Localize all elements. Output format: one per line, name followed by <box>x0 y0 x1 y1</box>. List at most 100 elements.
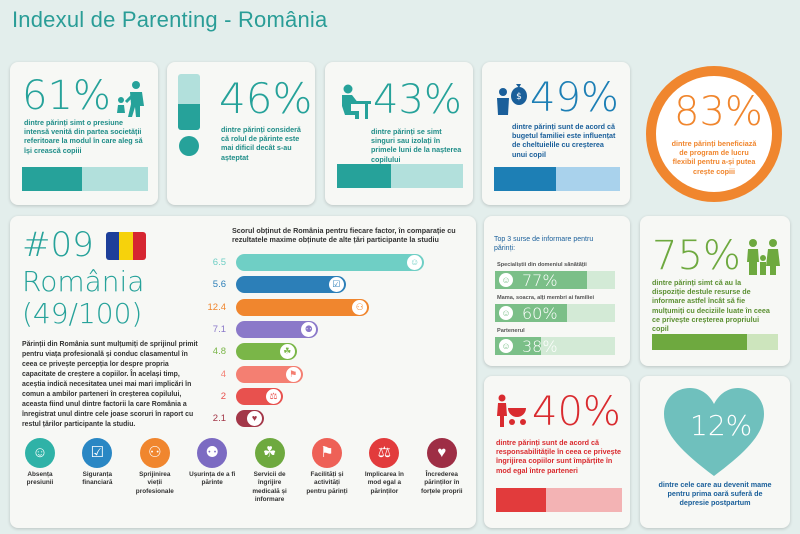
factor-icon: ⚑ <box>285 366 301 382</box>
score-row: 4 ⚑ <box>196 365 446 383</box>
score-bar: ⚉ <box>236 320 319 338</box>
stat-bar <box>652 334 778 350</box>
source-percent: 60% <box>522 304 558 323</box>
stat-value: 49% <box>530 75 619 121</box>
factor-label: Încrederea părinților în forțele proprii <box>421 471 463 495</box>
factor-label: Ușurința de a fi părinte <box>189 471 236 487</box>
factor-legend-item: ⚑ Facilități și activități pentru părinți <box>296 438 358 496</box>
country-score: (49/100) <box>22 297 143 330</box>
stat-value: 12% <box>690 409 753 442</box>
person-icon: ☺ <box>499 339 513 353</box>
factor-icon: ☺ <box>25 438 55 468</box>
score-bar: ⚑ <box>236 365 303 383</box>
factor-label: Facilități și activități pentru părinți <box>306 471 348 495</box>
stat-card-43: 43% dintre părinți se simt singuri sau i… <box>325 62 473 205</box>
stat-value: 75% <box>652 233 741 279</box>
stat-card-12: 12% dintre cele care au devenit mame pen… <box>640 376 790 528</box>
factor-icon: ☺ <box>407 255 423 270</box>
score-bar: ☑ <box>236 276 346 294</box>
scores-header: Scorul obținut de România pentru fiecare… <box>232 226 456 245</box>
stat-card-75: 75% dintre părinți simt că au la dispozi… <box>640 216 790 366</box>
factor-legend-item: ☑ Siguranța financiară <box>66 438 128 488</box>
score-value: 12.4 <box>207 301 227 313</box>
score-bar: ♥ <box>236 410 264 428</box>
stat-value: 83% <box>674 89 763 135</box>
score-bar: ⚇ <box>236 298 370 316</box>
stat-value: 43% <box>373 77 462 123</box>
person-desk-icon <box>342 84 371 119</box>
source-percent: 38% <box>522 337 558 356</box>
score-bar: ⚖ <box>236 387 284 405</box>
stat-value: 40% <box>532 389 621 435</box>
stat-desc: dintre părinți simt că au la dispoziție … <box>652 278 770 334</box>
country-rank: #09 <box>22 225 94 265</box>
factor-legend-item: ⚇ Sprijinirea vieții profesionale <box>124 438 186 496</box>
country-desc: Părinții din România sunt mulțumiți de s… <box>22 341 198 428</box>
factor-label: Absența presiunii <box>26 471 54 487</box>
score-row: 2.1 ♥ <box>196 410 446 428</box>
stat-bar <box>337 164 463 188</box>
factor-icon: ♥ <box>247 411 262 427</box>
factor-legend-item: ♥ Încrederea părinților în forțele propri… <box>411 438 473 496</box>
source-bar <box>495 304 615 322</box>
factor-icon: ⚖ <box>266 388 282 404</box>
sources-title: Top 3 surse de informare pentru părinți: <box>494 236 594 252</box>
score-row: 7.1 ⚉ <box>196 320 446 338</box>
score-bar: ☘ <box>236 343 297 361</box>
page-title: Indexul de Parenting - România <box>12 7 328 32</box>
stat-desc: dintre părinți sunt de acord că responsa… <box>496 438 622 475</box>
stat-bar <box>22 167 148 191</box>
stat-desc: dintre părinți se simt singuri sau izola… <box>371 127 462 164</box>
source-percent: 77% <box>522 271 558 290</box>
score-value: 2 <box>220 390 226 402</box>
stat-value: 46% <box>219 74 313 123</box>
score-bar: ☺ <box>236 254 425 271</box>
stat-bar <box>494 167 620 191</box>
score-row: 6.5 ☺ <box>196 254 446 271</box>
source-label: Partenerul <box>497 328 525 334</box>
person-icon: ☺ <box>499 306 513 320</box>
stat-bar <box>496 488 622 512</box>
money-bag-icon: $ <box>497 84 527 115</box>
factor-legend-item: ☺ Absența presiunii <box>9 438 71 488</box>
score-row: 5.6 ☑ <box>196 276 446 294</box>
factor-label: Siguranța financiară <box>82 471 113 487</box>
score-row: 4.8 ☘ <box>196 343 446 361</box>
stroller-icon <box>497 394 526 427</box>
factor-legend-item: ⚉ Ușurința de a fi părinte <box>181 438 243 488</box>
factor-icon: ⚖ <box>369 438 400 468</box>
score-value: 6.5 <box>212 257 226 268</box>
person-icon: ☺ <box>499 273 513 287</box>
score-value: 7.1 <box>212 323 226 335</box>
score-value: 2.1 <box>212 413 226 425</box>
factor-legend-item: ⚖ Implicarea în mod egal a părinților <box>353 438 415 496</box>
factor-icon: ⚇ <box>139 438 170 468</box>
stat-card-61: 61% dintre părinți simt o presiune inten… <box>10 62 158 205</box>
score-row: 2 ⚖ <box>196 387 446 405</box>
factor-icon: ⚇ <box>352 299 368 315</box>
stat-desc: dintre părinți simt o presiune intensă v… <box>24 118 143 155</box>
stat-card-40: 40% dintre părinți sunt de acord că resp… <box>484 376 630 528</box>
factor-icon: ☑ <box>328 277 344 293</box>
factor-label: Sprijinirea vieții profesionale <box>135 471 174 495</box>
factor-icon: ⚉ <box>197 438 228 468</box>
stat-value: 61% <box>22 73 111 119</box>
exclamation-icon <box>178 74 200 156</box>
country-name: România <box>22 265 145 298</box>
stat-desc: dintre părinți consideră că rolul de păr… <box>221 125 301 162</box>
stat-desc: dintre părinți sunt de acord că bugetul … <box>512 122 616 159</box>
stat-card-46: 46% dintre părinți consideră că rolul de… <box>167 62 315 205</box>
factor-icon: ☘ <box>279 344 295 360</box>
country-card: #09 România (49/100) Părinții din Români… <box>10 216 476 528</box>
factor-icon: ⚑ <box>312 438 342 468</box>
factor-icon: ♥ <box>426 438 457 468</box>
factor-icon: ⚉ <box>301 321 317 337</box>
stat-ring <box>646 66 782 202</box>
factor-label: Servicii de îngrijire medicală și inform… <box>252 471 287 503</box>
heart-icon <box>664 388 764 476</box>
family-icon <box>747 239 780 275</box>
source-bar <box>495 271 615 289</box>
source-label: Mama, soacra, alți membri ai familiei <box>497 295 595 301</box>
parent-pressure-icon <box>117 81 144 117</box>
svg-text:$: $ <box>516 92 522 102</box>
